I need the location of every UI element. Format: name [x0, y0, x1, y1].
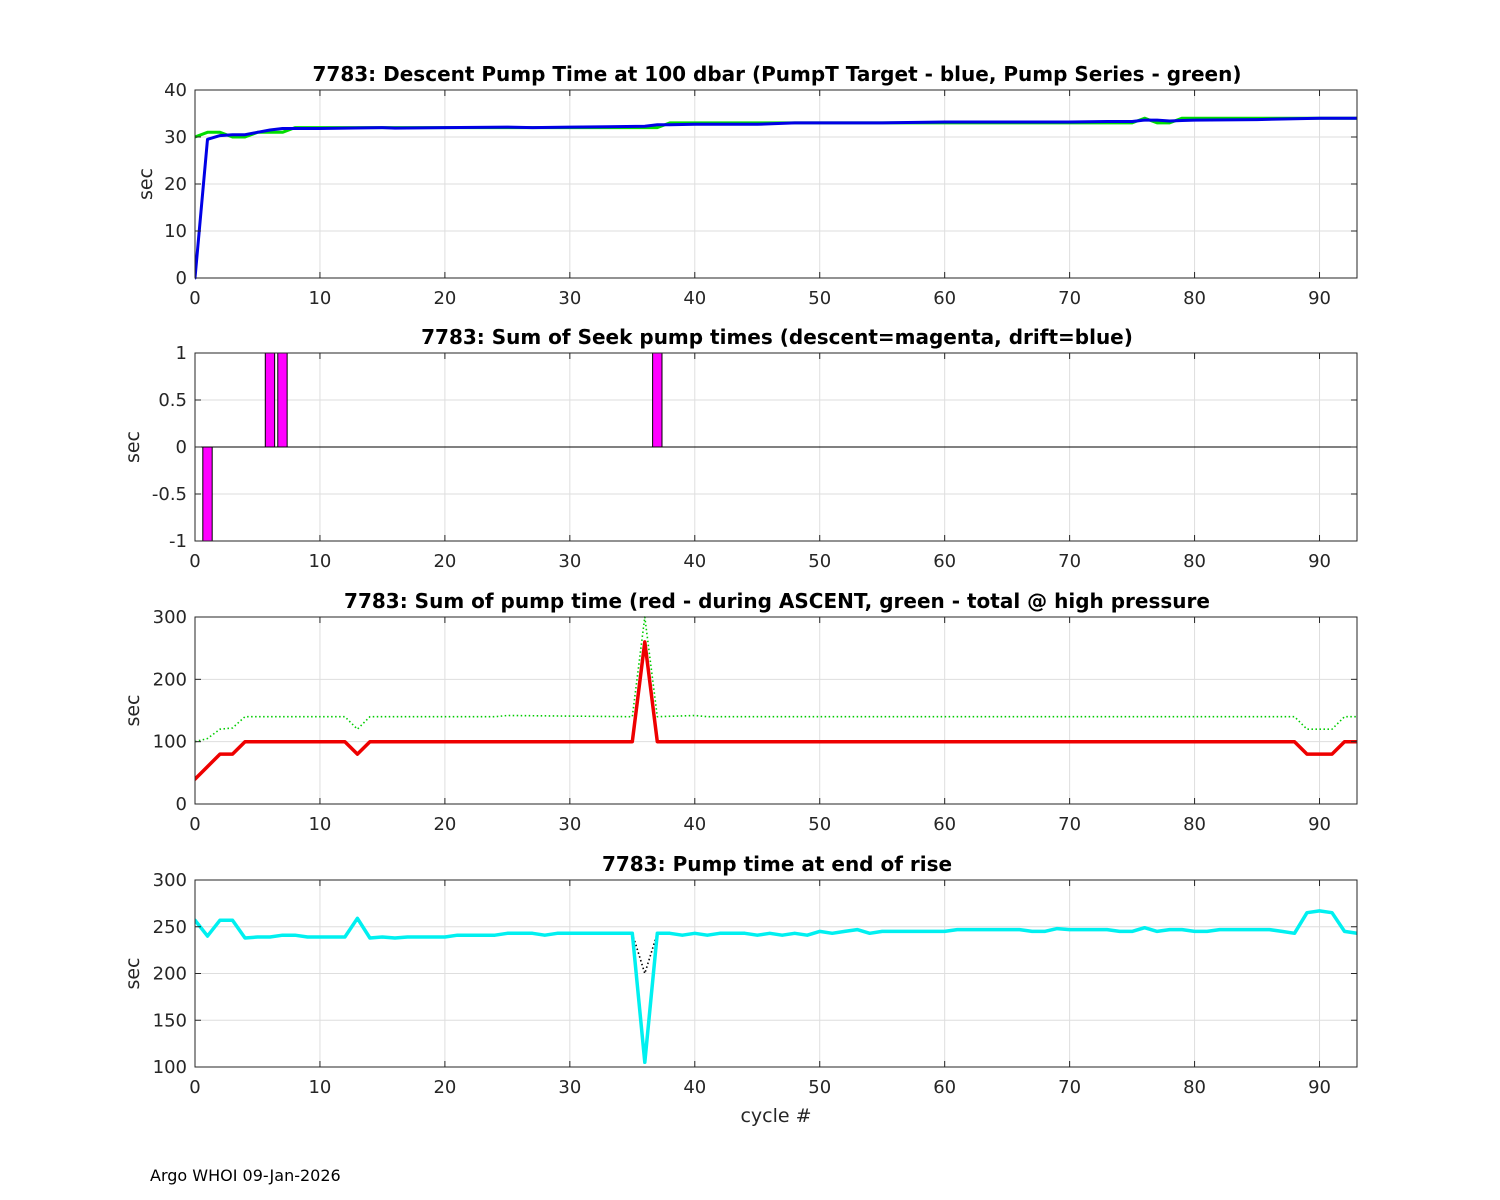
x-tick-label: 50 — [808, 1077, 831, 1098]
chart-title: 7783: Descent Pump Time at 100 dbar (Pum… — [313, 62, 1242, 86]
x-tick-label: 20 — [433, 288, 456, 309]
x-tick-label: 60 — [933, 814, 956, 835]
y-tick-label: 250 — [153, 917, 187, 938]
chart-title: 7783: Sum of Seek pump times (descent=ma… — [421, 325, 1133, 349]
bar-2 — [264, 352, 276, 448]
x-tick-label: 80 — [1183, 1077, 1206, 1098]
x-tick-label: 10 — [308, 814, 331, 835]
chart-panel-2: 0 10 20 30 40 50 60 70 80 90 -1 -0.5 0 0.5 1 7783: Sum … — [122, 325, 1358, 572]
y-tick-label: 40 — [164, 80, 187, 101]
series-line-1 — [195, 616, 1357, 743]
x-tick-label: 80 — [1183, 551, 1206, 572]
x-tick-label: 30 — [558, 551, 581, 572]
y-tick-label: 300 — [153, 870, 187, 891]
series-line-2 — [195, 116, 1357, 280]
y-axis-label: sec — [122, 431, 144, 463]
y-tick-label: 30 — [164, 127, 187, 148]
series-line-1 — [195, 116, 1357, 139]
x-tick-label: 90 — [1308, 1077, 1331, 1098]
bar-1 — [202, 446, 213, 542]
y-tick-label: 1 — [176, 343, 187, 364]
data-layer — [195, 909, 1357, 1065]
y-axis-label: sec — [122, 694, 144, 726]
y-tick-label: 0 — [176, 437, 187, 458]
x-tick-label: 30 — [558, 1077, 581, 1098]
x-tick-label: 70 — [1058, 1077, 1081, 1098]
chart-panel-3: 0 10 20 30 40 50 60 70 80 90 0 100 200 300 7783: Sum o… — [122, 589, 1358, 835]
x-tick-label: 50 — [808, 814, 831, 835]
y-tick-label: 20 — [164, 174, 187, 195]
y-tick-label: 0 — [176, 794, 187, 815]
bar-4 — [652, 352, 663, 448]
x-tick-label: 20 — [433, 814, 456, 835]
x-tick-label: 10 — [308, 1077, 331, 1098]
data-layer — [195, 116, 1357, 280]
x-tick-label: 60 — [933, 1077, 956, 1098]
chart-panel-1: 0 10 20 30 40 50 60 70 80 90 0 10 20 30 40 7783: Descen… — [135, 62, 1358, 309]
x-tick-label: 80 — [1183, 288, 1206, 309]
series-line-2 — [195, 640, 1357, 781]
y-axis-label: sec — [135, 168, 157, 200]
x-tick-label: 70 — [1058, 814, 1081, 835]
y-tick-label: -1 — [169, 531, 187, 552]
x-tick-label: 90 — [1308, 814, 1331, 835]
data-layer — [195, 616, 1357, 781]
x-tick-label: 30 — [558, 814, 581, 835]
x-tick-label: 40 — [683, 551, 706, 572]
y-tick-label: 100 — [153, 732, 187, 753]
x-tick-label: 10 — [308, 551, 331, 572]
x-tick-label: 50 — [808, 551, 831, 572]
bar-3 — [277, 352, 288, 448]
plot-area — [195, 617, 1357, 804]
x-tick-label: 90 — [1308, 551, 1331, 572]
x-tick-label: 90 — [1308, 288, 1331, 309]
axes-box — [194, 616, 1358, 805]
x-tick-label: 0 — [189, 288, 200, 309]
x-tick-label: 40 — [683, 814, 706, 835]
x-tick-label: 80 — [1183, 814, 1206, 835]
data-layer — [195, 352, 1357, 542]
y-tick-label: 300 — [153, 607, 187, 628]
x-tick-label: 40 — [683, 288, 706, 309]
footer-text: Argo WHOI 09-Jan-2026 — [150, 1166, 341, 1185]
x-tick-label: 30 — [558, 288, 581, 309]
x-axis-label: cycle # — [740, 1105, 811, 1127]
chart-title: 7783: Sum of pump time (red - during ASC… — [344, 589, 1210, 613]
x-tick-label: 70 — [1058, 288, 1081, 309]
x-tick-label: 20 — [433, 551, 456, 572]
x-tick-label: 0 — [189, 814, 200, 835]
x-tick-label: 0 — [189, 551, 200, 572]
chart-panel-4: 0 10 20 30 40 50 60 70 80 90 100 150 200 250 300 7783: … — [122, 852, 1358, 1127]
series-line-2 — [195, 909, 1357, 1065]
y-tick-label: -0.5 — [152, 484, 187, 505]
y-tick-label: 0 — [176, 268, 187, 289]
x-tick-label: 50 — [808, 288, 831, 309]
y-tick-label: 200 — [153, 669, 187, 690]
y-tick-label: 100 — [153, 1057, 187, 1078]
x-tick-label: 40 — [683, 1077, 706, 1098]
x-tick-label: 10 — [308, 288, 331, 309]
x-tick-label: 60 — [933, 551, 956, 572]
chart-title: 7783: Pump time at end of rise — [602, 852, 952, 876]
y-axis-label: sec — [122, 957, 144, 989]
x-tick-label: 60 — [933, 288, 956, 309]
x-tick-label: 0 — [189, 1077, 200, 1098]
x-tick-label: 20 — [433, 1077, 456, 1098]
x-tick-label: 70 — [1058, 551, 1081, 572]
y-tick-label: 10 — [164, 221, 187, 242]
y-tick-label: 200 — [153, 964, 187, 985]
y-tick-label: 150 — [153, 1010, 187, 1031]
y-tick-label: 0.5 — [158, 390, 187, 411]
